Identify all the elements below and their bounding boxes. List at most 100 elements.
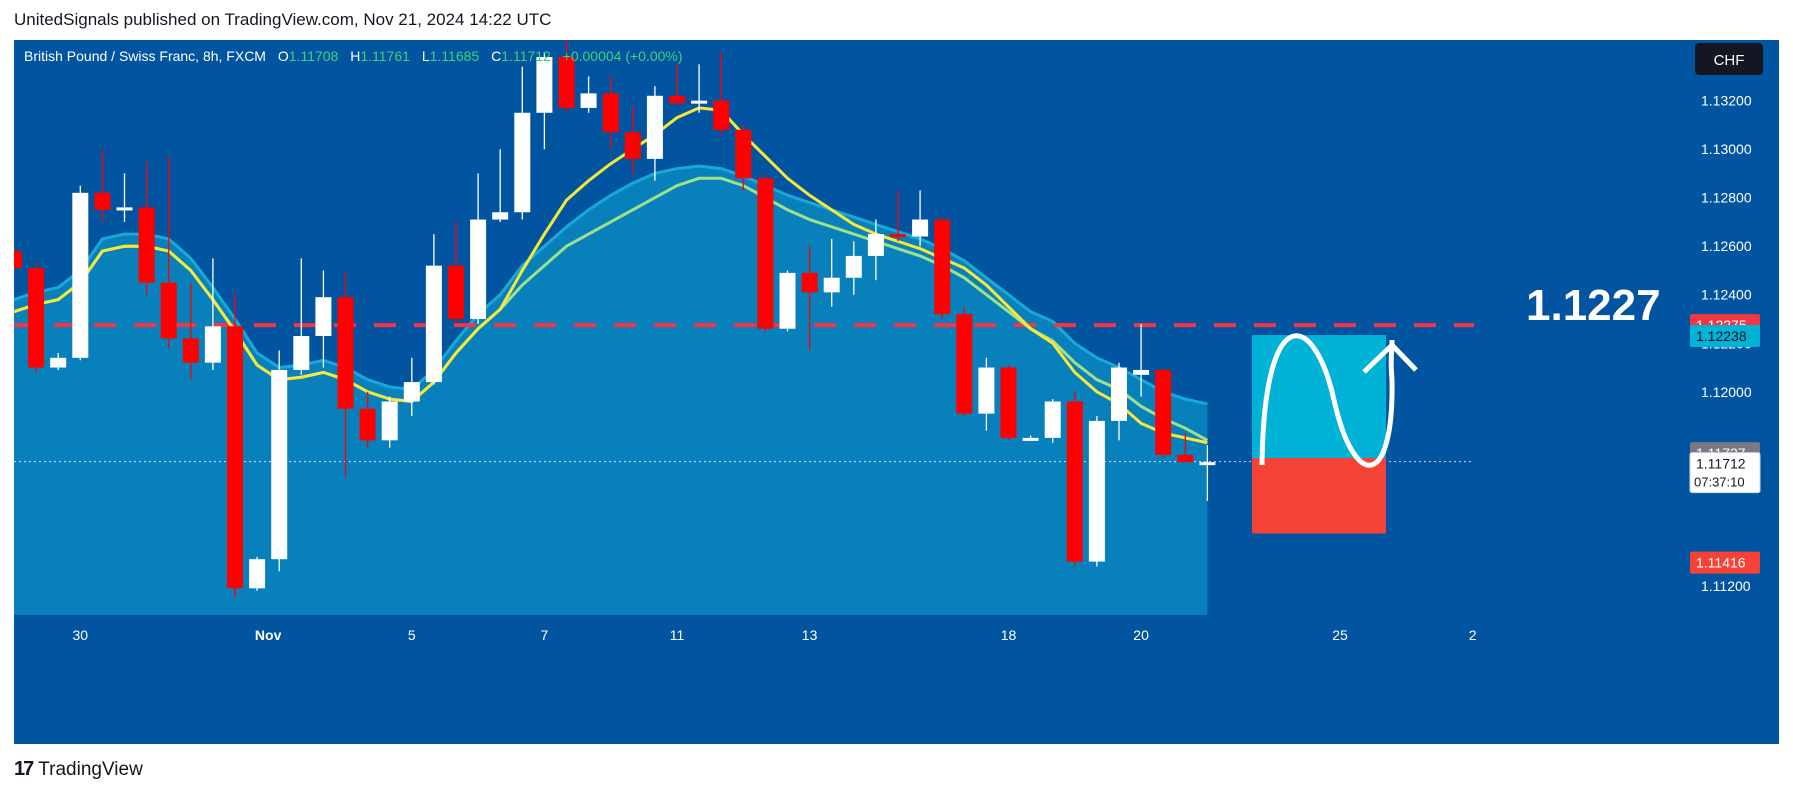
x-tick-label: 20 (1133, 627, 1149, 643)
candle (249, 556, 266, 591)
candle-body (116, 207, 133, 211)
target-annotation: 1.1227 (1526, 281, 1661, 330)
legend-o-value: 1.11708 (289, 48, 339, 64)
candle (934, 217, 951, 320)
candle (713, 52, 730, 135)
candle (956, 306, 973, 417)
x-tick-label: 7 (541, 627, 549, 643)
candle (1133, 323, 1150, 397)
candle (116, 173, 133, 222)
stop-price-label-bg (1690, 551, 1760, 574)
candle (558, 40, 575, 113)
candlestick-chart[interactable]: British Pound / Swiss Franc, 8h, FXCM O1… (14, 40, 1779, 744)
candle (182, 282, 199, 380)
candle-body (801, 272, 818, 293)
candle-body (779, 272, 796, 329)
candle (337, 272, 354, 477)
candle (448, 221, 464, 324)
candle (28, 263, 45, 373)
candle-body (713, 100, 730, 130)
candle (801, 246, 818, 351)
candle-body (14, 251, 22, 269)
candle (1000, 365, 1017, 441)
candle (160, 156, 177, 349)
price-labels: 1.122751.122381.117271.1171207:37:101.11… (1689, 314, 1761, 574)
candle-body (448, 265, 464, 320)
area-fill (14, 166, 1208, 615)
candle (94, 149, 111, 222)
candle-body (912, 219, 929, 237)
tradingview-logo-icon: 17 (14, 758, 34, 780)
cyan-price-label-bg (1690, 324, 1760, 347)
y-tick-label: 1.12400 (1701, 287, 1752, 303)
candle (1111, 362, 1127, 441)
currency-badge[interactable] (1695, 43, 1763, 75)
legend-l-value: 1.11685 (430, 48, 480, 64)
candle (912, 190, 929, 247)
stop-price-label: 1.11416 (1696, 555, 1746, 571)
legend-h-label: H (350, 48, 360, 64)
legend-o-label: O (278, 48, 289, 64)
candle-body (337, 297, 354, 409)
candle-body (978, 367, 995, 414)
x-tick-label: 11 (670, 627, 685, 643)
legend-change: +0.00004 (+0.00%) (563, 48, 683, 64)
candle (845, 241, 862, 295)
candle-body (1155, 369, 1172, 455)
candle (580, 76, 597, 113)
candle-body (956, 314, 973, 414)
candle (403, 357, 420, 417)
candle-body (204, 326, 221, 363)
candle-body (1133, 369, 1150, 375)
candle-body (1111, 367, 1127, 421)
candle-body (1177, 454, 1194, 463)
projection-curve (1259, 333, 1395, 468)
svg-text:British Pound / Swiss Franc, 8: British Pound / Swiss Franc, 8h, FXCM O1… (24, 48, 683, 64)
footer-brand-label: TradingView (38, 758, 143, 780)
candle (293, 258, 310, 375)
candle (1155, 367, 1172, 458)
candle-body (293, 335, 310, 370)
candle (624, 105, 641, 174)
candle-body (823, 277, 840, 293)
chart-panel[interactable]: British Pound / Swiss Franc, 8h, FXCM O1… (14, 40, 1779, 744)
y-tick-label: 1.13200 (1701, 93, 1752, 109)
footer-brand[interactable]: 17 TradingView (14, 758, 143, 781)
candle-body (492, 212, 509, 220)
candle (470, 173, 487, 324)
candle-body (1199, 462, 1216, 466)
candle-body (160, 282, 177, 339)
x-axis-band (14, 615, 1779, 744)
candle-body (536, 56, 553, 113)
candle (890, 190, 906, 242)
candle-body (669, 95, 685, 104)
legend-c-value: 1.11712 (501, 48, 551, 64)
candle (779, 270, 796, 332)
candle (50, 352, 67, 370)
y-tick-label: 1.12600 (1701, 238, 1752, 254)
publisher-header: UnitedSignals published on TradingView.c… (14, 10, 552, 29)
x-tick-label: Nov (255, 627, 282, 643)
projection-arrow-icon (1362, 342, 1418, 374)
candle (514, 66, 531, 220)
x-tick-label: 13 (802, 627, 818, 643)
candle-body (50, 357, 67, 368)
candle (978, 357, 995, 431)
trade-zones (1252, 333, 1418, 534)
area-band (14, 164, 1208, 615)
level-lines (14, 323, 1474, 463)
legend-l-label: L (422, 48, 430, 64)
candle (1199, 445, 1216, 501)
candle-body (602, 93, 619, 133)
candle (271, 350, 288, 572)
candle-body (757, 178, 774, 329)
candle (359, 391, 376, 448)
candle-body (691, 100, 708, 104)
candle-body (624, 132, 641, 159)
candle-body (514, 112, 531, 213)
x-tick-label: 18 (1001, 627, 1017, 643)
candle-body (1022, 437, 1039, 441)
x-tick-label: 30 (73, 627, 89, 643)
loss-zone (1252, 458, 1386, 534)
candle (227, 292, 243, 599)
